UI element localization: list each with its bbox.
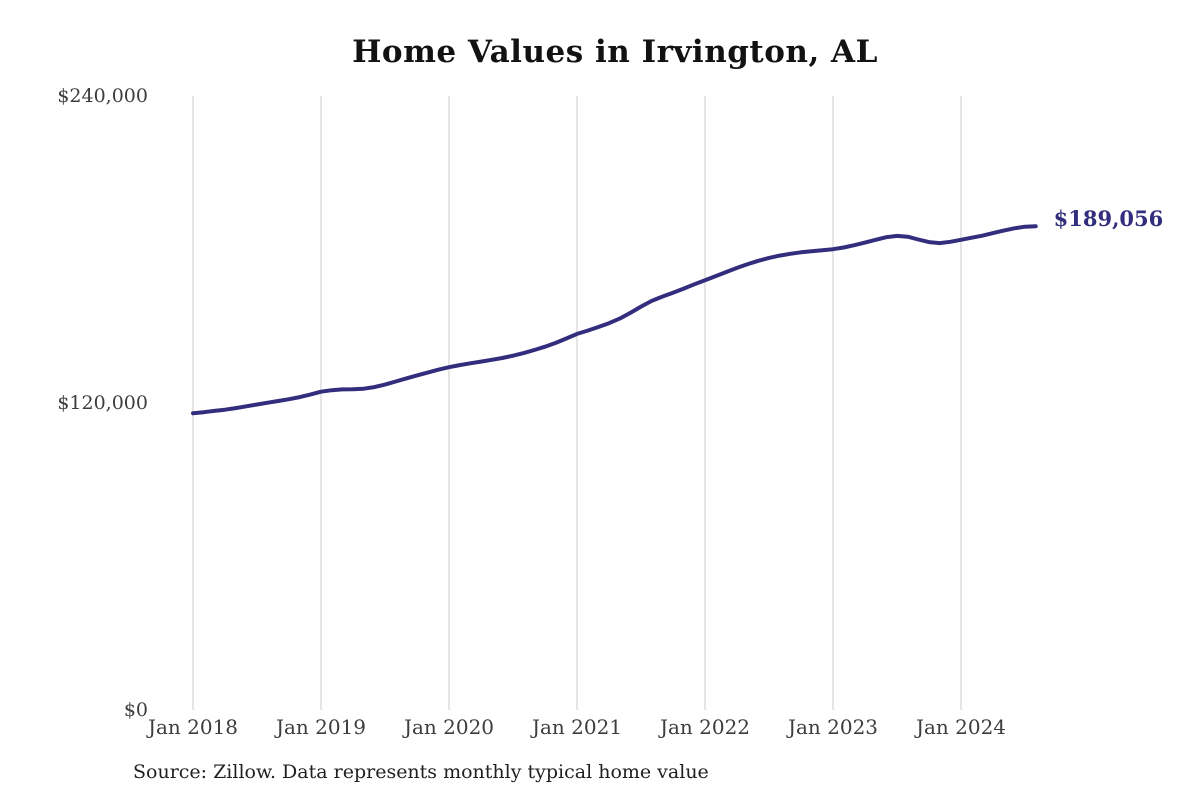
chart-title: Home Values in Irvington, AL bbox=[352, 34, 878, 70]
source-note: Source: Zillow. Data represents monthly … bbox=[133, 761, 709, 783]
x-axis-tick-label: Jan 2021 bbox=[531, 715, 623, 739]
year-gridlines bbox=[192, 96, 962, 710]
x-axis-tick-label: Jan 2023 bbox=[787, 715, 879, 739]
x-axis-tick-label: Jan 2020 bbox=[403, 715, 495, 739]
y-axis-tick-label: $240,000 bbox=[57, 85, 148, 107]
x-axis-tick-label: Jan 2019 bbox=[275, 715, 367, 739]
x-axis-tick-label: Jan 2018 bbox=[147, 715, 239, 739]
y-axis-tick-label: $120,000 bbox=[57, 392, 148, 414]
x-axis-tick-label: Jan 2024 bbox=[915, 715, 1007, 739]
x-axis-tick-label: Jan 2022 bbox=[659, 715, 751, 739]
final-value-label: $189,056 bbox=[1053, 206, 1164, 232]
y-axis-tick-label: $0 bbox=[123, 699, 148, 721]
home-value-line bbox=[191, 224, 1038, 416]
